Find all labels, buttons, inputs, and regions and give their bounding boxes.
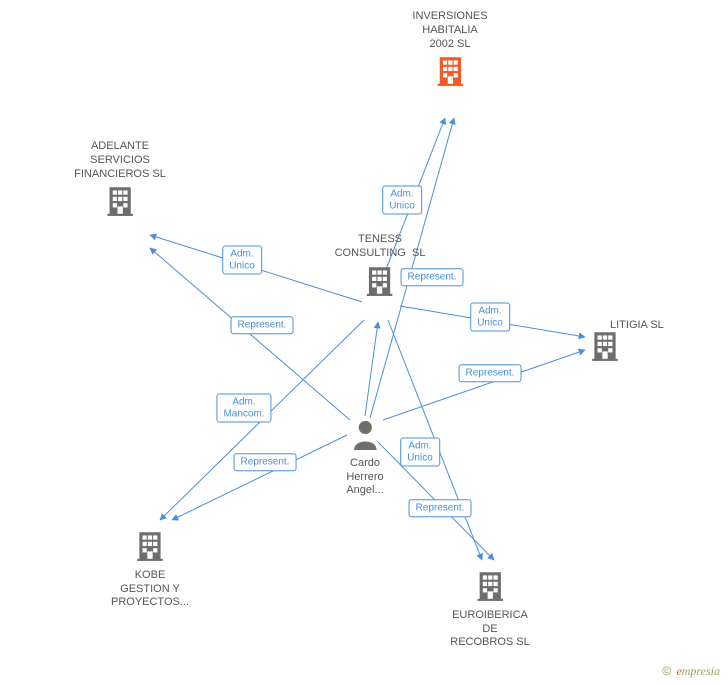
edge-line (378, 118, 445, 290)
brand-name: mpresia (682, 664, 720, 678)
node-inversiones: INVERSIONESHABITALIA2002 SL (412, 10, 487, 92)
node-litigia: LITIGIA SL (588, 328, 622, 367)
person-icon (346, 418, 383, 455)
edge-label: Adm.Unico (470, 303, 510, 332)
node-kobe: KOBEGESTION YPROYECTOS... (111, 528, 189, 610)
node-label: KOBEGESTION YPROYECTOS... (111, 569, 189, 610)
watermark: © empresia (662, 664, 720, 679)
edge-line (370, 118, 454, 418)
node-label: LITIGIA SL (610, 319, 664, 333)
edge-line (150, 248, 350, 420)
edge-label: Adm.Unico (382, 186, 422, 215)
building-icon (335, 263, 426, 302)
node-label: CardoHerreroAngel... (346, 457, 383, 498)
edge-line (172, 435, 347, 520)
edge-label: Represent. (231, 316, 294, 334)
edge-line (150, 235, 362, 302)
edge-label: Adm.Unico (400, 438, 440, 467)
edge-line (400, 306, 585, 337)
node-label: EUROIBERICADERECOBROS SL (450, 609, 529, 650)
building-icon (74, 183, 166, 222)
edge-line (388, 320, 482, 560)
edge-label: Represent. (409, 499, 472, 517)
node-euroiberica: EUROIBERICADERECOBROS SL (450, 568, 529, 650)
copyright-symbol: © (662, 664, 671, 678)
node-label: ADELANTESERVICIOSFINANCIEROS SL (74, 140, 166, 181)
edge-label: Adm.Unico (222, 246, 262, 275)
node-teness: TENESSCONSULTING SL (335, 233, 426, 301)
edges-layer (0, 0, 728, 685)
edge-line (160, 320, 364, 520)
node-label: INVERSIONESHABITALIA2002 SL (412, 10, 487, 51)
building-icon (450, 568, 529, 607)
edge-label: Adm.Mancom. (216, 394, 271, 423)
building-icon (588, 328, 622, 367)
edge-line (378, 442, 494, 560)
node-adelante: ADELANTESERVICIOSFINANCIEROS SL (74, 140, 166, 222)
edge-label: Represent. (234, 453, 297, 471)
edge-line (383, 350, 585, 420)
building-icon (412, 53, 487, 92)
node-cardo: CardoHerreroAngel... (346, 418, 383, 498)
building-icon (111, 528, 189, 567)
edge-line (365, 322, 378, 416)
network-diagram: INVERSIONESHABITALIA2002 SL ADELANTESERV… (0, 0, 728, 685)
edge-label: Represent. (459, 364, 522, 382)
node-label: TENESSCONSULTING SL (335, 233, 426, 261)
edge-label: Represent. (401, 268, 464, 286)
